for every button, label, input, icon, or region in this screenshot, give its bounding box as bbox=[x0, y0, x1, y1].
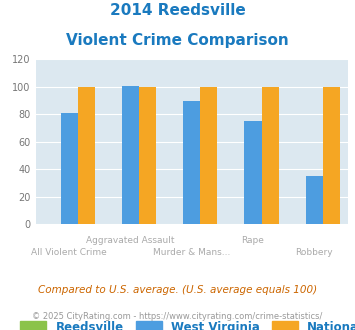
Text: Compared to U.S. average. (U.S. average equals 100): Compared to U.S. average. (U.S. average … bbox=[38, 285, 317, 295]
Text: Murder & Mans...: Murder & Mans... bbox=[153, 248, 230, 257]
Bar bbox=[139, 87, 156, 224]
Bar bbox=[244, 121, 262, 224]
Text: Violent Crime Comparison: Violent Crime Comparison bbox=[66, 33, 289, 48]
Bar bbox=[323, 87, 340, 224]
Bar bbox=[262, 87, 279, 224]
Text: 2014 Reedsville: 2014 Reedsville bbox=[110, 3, 245, 18]
Text: © 2025 CityRating.com - https://www.cityrating.com/crime-statistics/: © 2025 CityRating.com - https://www.city… bbox=[32, 312, 323, 321]
Bar bbox=[306, 176, 323, 224]
Bar bbox=[78, 87, 95, 224]
Bar bbox=[200, 87, 217, 224]
Bar bbox=[183, 101, 200, 224]
Text: Rape: Rape bbox=[241, 236, 264, 245]
Bar bbox=[61, 113, 78, 224]
Text: Robbery: Robbery bbox=[295, 248, 333, 257]
Text: All Violent Crime: All Violent Crime bbox=[31, 248, 107, 257]
Bar bbox=[122, 85, 139, 224]
Text: Aggravated Assault: Aggravated Assault bbox=[86, 236, 175, 245]
Legend: Reedsville, West Virginia, National: Reedsville, West Virginia, National bbox=[16, 316, 355, 330]
